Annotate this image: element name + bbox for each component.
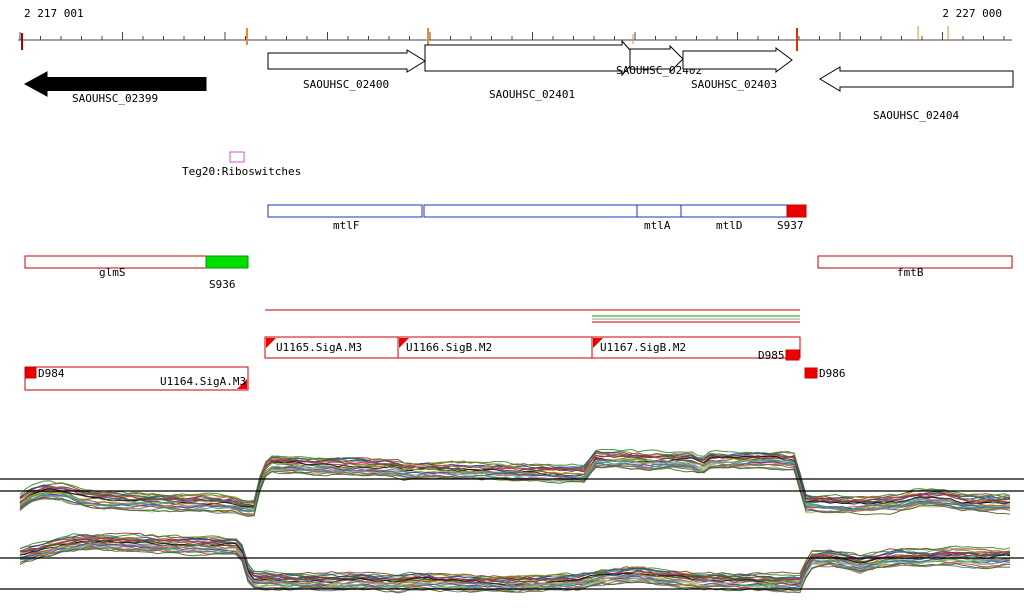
gene-SAOUHSC_02402: SAOUHSC_02402 (616, 44, 702, 77)
terminator-box[interactable] (785, 349, 800, 361)
transcription-unit-label: U1166.SigB.M2 (406, 341, 492, 354)
gene-label: SAOUHSC_02404 (873, 109, 959, 122)
feature-label-mtlA: mtlA (644, 219, 671, 232)
feature-label-glmS: glmS (99, 266, 126, 279)
mtlF-box[interactable] (267, 204, 423, 218)
feature-label-mtlD: mtlD (716, 219, 743, 232)
expression-trace (19, 461, 1011, 513)
mtl-operon-box[interactable] (423, 204, 807, 218)
expression-tracks (0, 448, 1024, 594)
expression-trace (19, 451, 1011, 503)
riboswitch-box[interactable] (229, 151, 245, 163)
expression-band-upper (0, 448, 1024, 518)
gene-SAOUHSC_02404: SAOUHSC_02404 (819, 66, 1014, 122)
expression-band-lower (0, 532, 1024, 594)
ruler-start-coordinate: 2 217 001 (24, 7, 84, 20)
ruler-end-coordinate: 2 227 000 (942, 7, 1002, 20)
gene-label: SAOUHSC_02402 (616, 64, 702, 77)
gene-arrow[interactable] (424, 39, 638, 77)
terminator-D984: D984 (24, 367, 65, 380)
terminator-label: D986 (819, 367, 846, 380)
gene-SAOUHSC_02403: SAOUHSC_02403 (682, 47, 793, 91)
gene-label: SAOUHSC_02400 (303, 78, 389, 91)
feature-label-S937: S937 (777, 219, 804, 232)
S937-box[interactable] (786, 204, 807, 218)
gene-arrow[interactable] (267, 49, 426, 73)
transcription-unit-box[interactable] (591, 336, 801, 359)
terminator-D986: D986 (804, 367, 846, 380)
gene-SAOUHSC_02401: SAOUHSC_02401 (424, 39, 638, 101)
riboswitch-track: Teg20:Riboswitches (182, 151, 301, 178)
transcript-track: U1165.SigA.M3 U1166.SigB.M2 U1167.SigB.M2 U… (24, 309, 846, 391)
unit-start-flag (266, 338, 276, 348)
expression-trace (19, 539, 1011, 584)
gene-arrow[interactable] (682, 47, 793, 73)
expression-trace (19, 451, 1011, 503)
expression-trace (19, 448, 1011, 502)
expression-trace (19, 465, 1011, 518)
terminator-box[interactable] (804, 367, 818, 379)
terminator-label: D985 (758, 349, 785, 362)
S936-box[interactable] (205, 255, 249, 269)
terminator-label: D984 (38, 367, 65, 380)
fmtB-box[interactable] (817, 255, 1013, 269)
terminator-D985: D985 (758, 349, 800, 362)
transcription-unit-U1165.SigA.M3: U1165.SigA.M3 (264, 336, 399, 359)
transcription-unit-label: U1164.SigA.M3 (160, 375, 246, 388)
feature-track: mtlF mtlA mtlD S937 glmS S936 fmtB (24, 204, 1013, 291)
transcription-unit-U1167.SigB.M2: U1167.SigB.M2 (591, 336, 801, 359)
transcription-unit-label: U1165.SigA.M3 (276, 341, 362, 354)
expression-trace (19, 454, 1011, 508)
expression-trace (19, 459, 1011, 511)
unit-start-flag (593, 338, 603, 348)
gene-label: SAOUHSC_02403 (691, 78, 777, 91)
gene-label: SAOUHSC_02401 (489, 88, 575, 101)
gene-arrow[interactable] (23, 71, 207, 97)
riboswitch-label: Teg20:Riboswitches (182, 165, 301, 178)
gene-label: SAOUHSC_02399 (72, 92, 158, 105)
feature-label-S936: S936 (209, 278, 236, 291)
expression-trace (19, 548, 1011, 594)
transcription-unit-label: U1167.SigB.M2 (600, 341, 686, 354)
ruler (18, 26, 1012, 51)
gene-arrow[interactable] (819, 66, 1014, 92)
terminator-box[interactable] (24, 367, 37, 379)
gene-arrow[interactable] (629, 44, 684, 74)
expression-trace (19, 547, 1011, 594)
feature-label-mtlF: mtlF (333, 219, 360, 232)
unit-start-flag (399, 338, 409, 348)
gene-SAOUHSC_02399: SAOUHSC_02399 (23, 71, 207, 105)
transcription-unit-U1164.SigA.M3: U1164.SigA.M3 (24, 366, 249, 391)
gene-SAOUHSC_02400: SAOUHSC_02400 (267, 49, 426, 91)
unit-end-flag (237, 379, 247, 389)
expression-trace (19, 536, 1011, 583)
feature-label-fmtB: fmtB (897, 266, 924, 279)
transcription-unit-U1166.SigB.M2: U1166.SigB.M2 (397, 336, 593, 359)
